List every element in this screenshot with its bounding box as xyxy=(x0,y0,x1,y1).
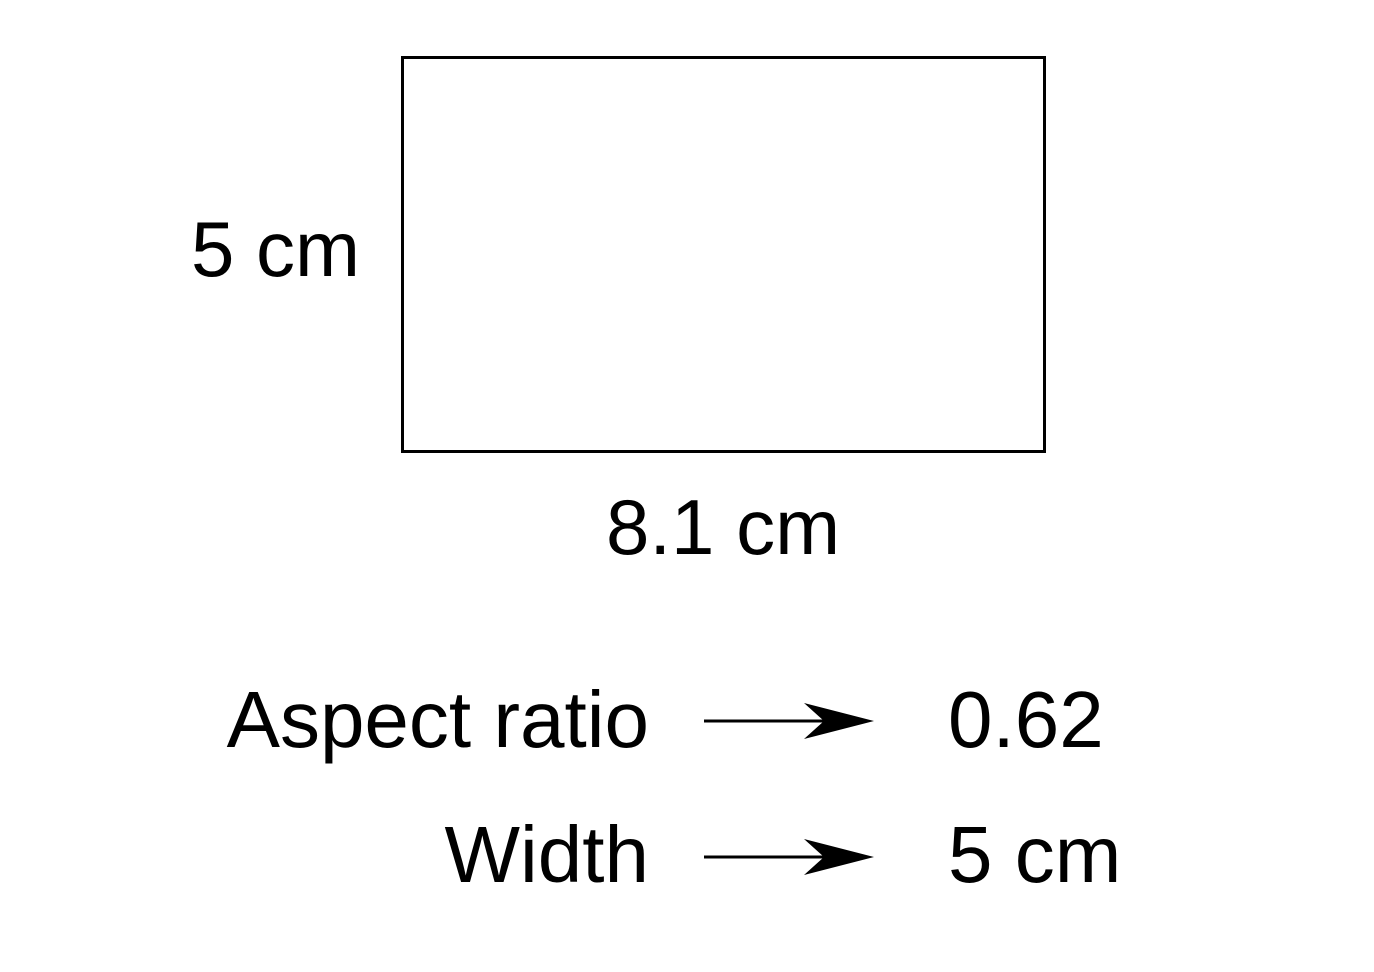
rectangle-shape xyxy=(401,56,1046,453)
aspect-ratio-label: Aspect ratio xyxy=(226,675,649,764)
width-label: Width xyxy=(444,810,650,899)
right-arrow-icon xyxy=(704,703,874,739)
rectangle-width-label: 8.1 cm xyxy=(606,483,841,571)
right-arrow-icon xyxy=(704,839,874,875)
aspect-ratio-value: 0.62 xyxy=(948,675,1104,764)
rectangle-height-label: 5 cm xyxy=(190,205,360,293)
width-value: 5 cm xyxy=(948,810,1122,899)
